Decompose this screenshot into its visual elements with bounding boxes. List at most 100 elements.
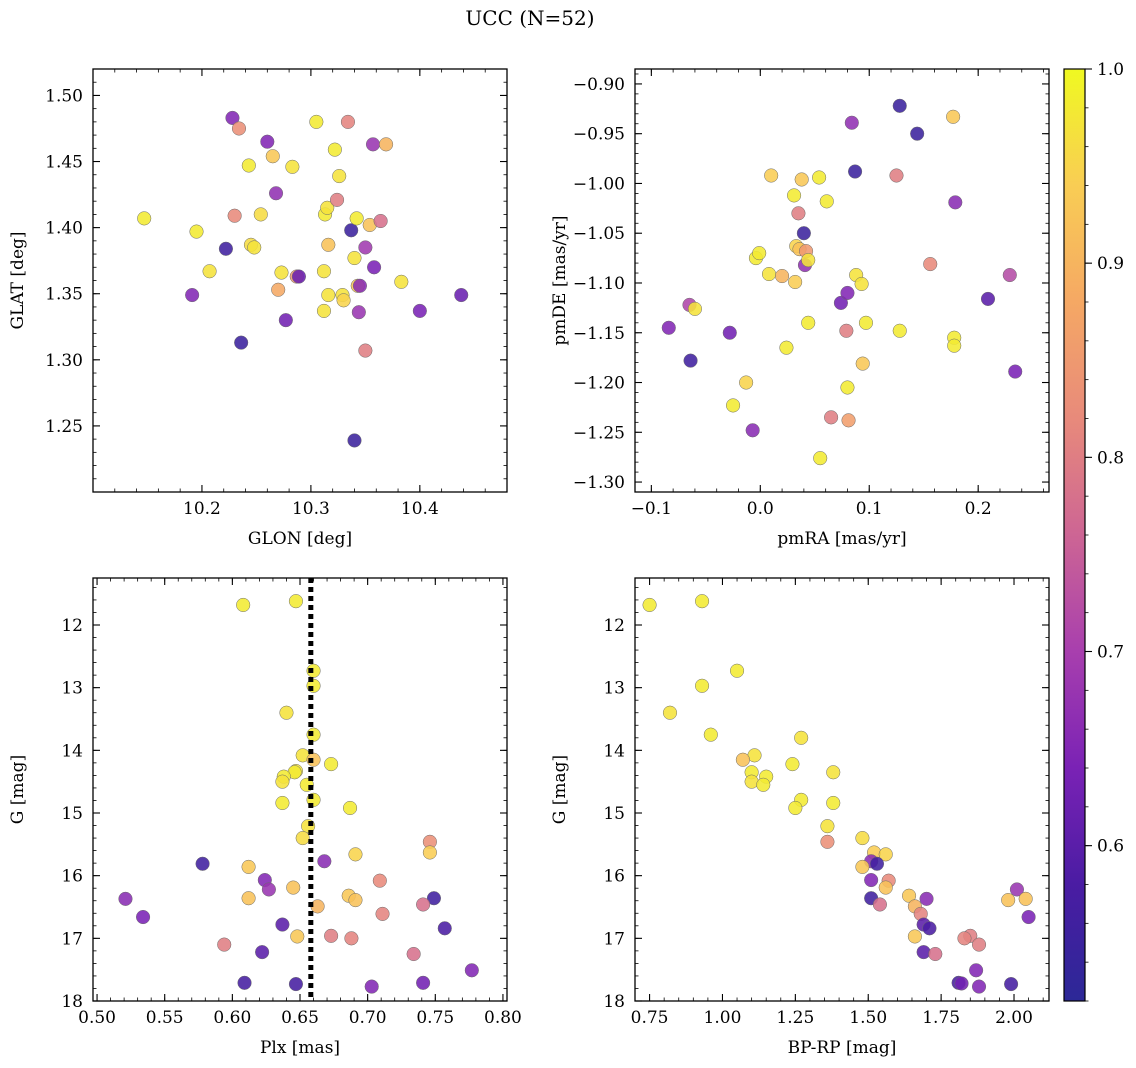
data-point [260,134,275,149]
data-point [980,291,996,306]
y-tick-label: 1.50 [45,86,83,106]
data-point [794,172,809,187]
data-point [801,315,816,330]
colorbar-gradient [1063,68,1086,1002]
data-point [839,323,854,338]
data-point [826,795,841,811]
data-point [1004,977,1019,992]
data-point [324,757,339,772]
data-point [316,303,332,318]
x-tick-label: 1.00 [704,1008,742,1028]
x-axis-label: GLON [deg] [248,529,352,549]
data-point [351,305,366,320]
figure-title: UCC (N=52) [465,6,595,30]
data-point [820,834,835,849]
data-point [274,265,289,280]
data-point [306,752,321,767]
colorbar-tick-label: 0.7 [1097,643,1124,663]
data-point [422,845,437,860]
data-point [309,114,324,129]
colorbar: 0.6 0.7 0.8 0.9 1.0 [1063,60,1124,1002]
data-point [349,211,364,226]
x-tick-label: 0.2 [965,499,992,519]
data-point [726,398,741,413]
data-point [278,313,293,328]
x-axis-label: BP-RP [mag] [788,1038,897,1058]
data-point [275,795,290,811]
data-point [327,142,342,157]
data-point [889,168,904,183]
data-point [202,264,217,279]
data-point [416,975,431,990]
y-tick-label: −1.25 [573,423,625,443]
data-point [756,777,771,792]
y-tick-label: 1.45 [45,153,83,173]
axes-frame [634,68,1050,493]
x-axis-label: Plx [mas] [260,1038,340,1058]
data-point [775,268,790,284]
data-point [971,937,987,952]
y-tick-label: −1.05 [573,224,625,244]
x-tick-label: 0.65 [281,1008,319,1028]
data-point [729,663,745,678]
colorbar-tick-label: 1.0 [1097,60,1124,80]
data-point [826,765,841,780]
data-point [642,597,657,612]
data-point [373,213,388,229]
data-point [813,451,828,466]
data-point [948,195,963,210]
data-point [347,250,362,266]
data-point [824,410,839,425]
data-point [820,819,835,834]
x-tick-label: 1.25 [776,1008,814,1028]
scatter-panel-bottom-right: 0.75 1.00 1.25 1.50 1.75 2.00 12 13 14 15 16 17 18 BP… [550,577,1050,1058]
data-point [854,276,869,292]
data-point [321,237,336,252]
data-point [971,979,987,994]
data-point [118,891,133,906]
data-point [271,282,286,297]
y-tick-label: 18 [61,992,83,1012]
data-point [288,977,303,992]
data-point [779,340,794,355]
y-tick-label: 18 [603,992,625,1012]
data-point [372,873,387,888]
y-tick-label: 1.30 [45,351,83,371]
data-point [406,946,421,962]
x-tick-label: 10.3 [292,499,330,519]
data-point [352,278,367,293]
x-tick-label: 0.80 [484,1008,522,1028]
data-point [358,240,373,255]
data-point [752,246,767,261]
data-point [306,663,321,678]
data-point [344,223,359,238]
data-point [241,859,256,874]
y-tick-label: −1.30 [573,473,625,493]
data-point [255,945,270,960]
y-tick-label: 17 [603,929,625,949]
data-point [744,774,759,789]
data-point [454,287,469,303]
colorbar-tick-label: 0.8 [1097,448,1124,468]
x-tick-label: 1.50 [849,1008,887,1028]
data-point [329,192,345,207]
data-point [910,126,925,141]
data-point [275,917,290,932]
data-point [794,730,809,745]
x-tick-label: −0.1 [631,499,672,519]
data-point [788,800,803,816]
data-point [285,159,300,174]
data-point [969,963,984,978]
data-point [241,158,256,173]
x-tick-label: 10.2 [183,499,221,519]
data-point [788,274,803,290]
data-point [343,800,358,816]
data-point [735,752,750,767]
x-tick-label: 0.0 [747,499,774,519]
data-point [218,241,233,256]
colorbar-tick-label: 0.9 [1097,254,1124,274]
data-point [367,260,382,275]
data-point [324,928,339,943]
data-point [840,380,855,395]
